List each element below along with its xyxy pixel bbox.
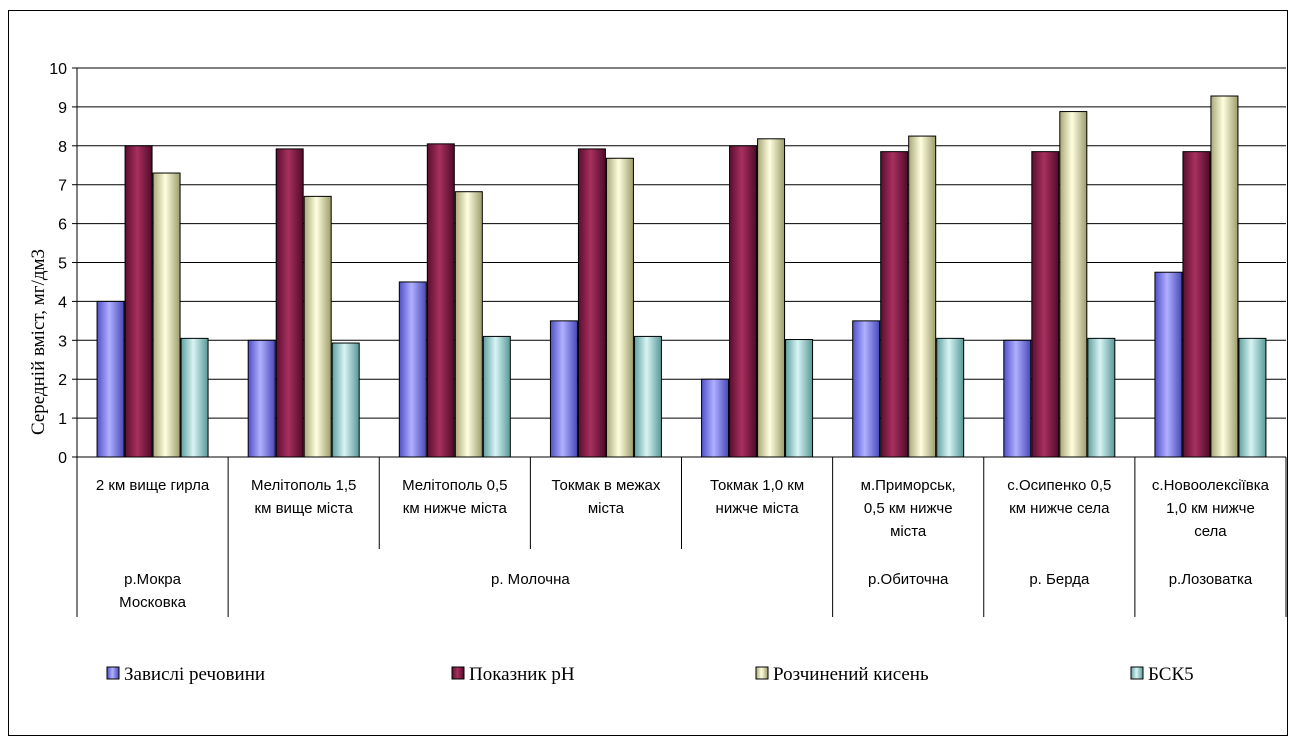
bar [1003, 339, 1032, 458]
category-label: нижче міста [716, 500, 800, 517]
bar [275, 148, 304, 458]
y-tick-label: 8 [58, 139, 67, 156]
legend-label: Розчинений кисень [773, 664, 929, 685]
category-label: 1,0 км нижче [1166, 500, 1255, 517]
legend-label: Завислі речовини [124, 664, 265, 685]
category-label: с.Новоолексіївка [1152, 477, 1270, 494]
bar [785, 339, 814, 458]
y-tick-labels: 0 1 2 3 4 5 6 7 8 9 10 [49, 61, 67, 467]
category-label: Токмак в межах [552, 477, 661, 494]
category-labels: 2 км вище гирла Мелітополь 1,5 км вище міс… [96, 477, 1270, 611]
y-tick-label: 10 [49, 61, 67, 78]
y-tick-label: 5 [58, 256, 67, 273]
category-label: Токмак 1,0 км [710, 477, 804, 494]
bar [605, 157, 634, 458]
axes [72, 67, 1287, 617]
y-tick-label: 0 [58, 450, 67, 467]
bar [398, 281, 427, 458]
bar [908, 135, 937, 458]
category-label: Мелітополь 0,5 [402, 477, 507, 494]
y-tick-label: 3 [58, 333, 67, 350]
y-tick-label: 2 [58, 372, 67, 389]
bar [124, 145, 153, 458]
group-label: р.Мокра [124, 571, 181, 588]
bar [96, 300, 125, 458]
bar [729, 145, 758, 458]
bar [1210, 95, 1239, 458]
y-tick-label: 1 [58, 411, 67, 428]
bar [1087, 337, 1116, 458]
legend-swatch [451, 666, 465, 680]
bar [454, 191, 483, 458]
bar [936, 337, 965, 458]
bar [1238, 337, 1267, 458]
bar [757, 138, 786, 458]
category-label: міста [890, 523, 927, 540]
bar [852, 320, 881, 458]
category-label: км нижче міста [403, 500, 508, 517]
legend-swatch [106, 666, 120, 680]
category-label: км вище міста [255, 500, 354, 517]
category-label: км нижче села [1009, 500, 1110, 517]
y-tick-label: 4 [58, 294, 67, 311]
bars [96, 95, 1267, 458]
category-label: м.Приморськ, [861, 477, 956, 494]
category-label: Мелітополь 1,5 [251, 477, 356, 494]
group-label: Московка [119, 594, 186, 611]
bar [331, 342, 360, 458]
bar [1182, 151, 1211, 458]
bar [577, 148, 606, 458]
category-label: міста [588, 500, 625, 517]
group-label: р.Обиточна [868, 571, 949, 588]
category-label: с.Осипенко 0,5 [1007, 477, 1111, 494]
y-tick-label: 9 [58, 100, 67, 117]
category-label: села [1194, 523, 1227, 540]
bar [247, 339, 276, 458]
legend-label: Показник рН [469, 664, 575, 685]
y-tick-label: 7 [58, 178, 67, 195]
group-label: р. Берда [1029, 571, 1090, 588]
bar [633, 335, 662, 458]
legend-swatch [1130, 666, 1144, 680]
bar [303, 195, 332, 458]
legend-swatch [755, 666, 769, 680]
bar [1059, 111, 1088, 458]
bar [1031, 151, 1060, 458]
bar [180, 337, 209, 458]
bar [549, 320, 578, 458]
bar [152, 172, 181, 458]
y-axis-label: Середній вміст, мг/дм3 [28, 249, 49, 435]
bar [701, 378, 730, 458]
legend: Завислі речовини Показник рН Розчинений ки… [106, 664, 1194, 685]
bar [1154, 271, 1183, 458]
category-label: 0,5 км нижче [864, 500, 953, 517]
bar [880, 151, 909, 458]
category-label: 2 км вище гирла [96, 477, 210, 494]
group-label: р. Молочна [491, 571, 570, 588]
group-label: р.Лозоватка [1169, 571, 1253, 588]
y-tick-label: 6 [58, 217, 67, 234]
legend-label: БСК5 [1148, 664, 1194, 685]
bar [482, 335, 511, 458]
bar [426, 143, 455, 458]
